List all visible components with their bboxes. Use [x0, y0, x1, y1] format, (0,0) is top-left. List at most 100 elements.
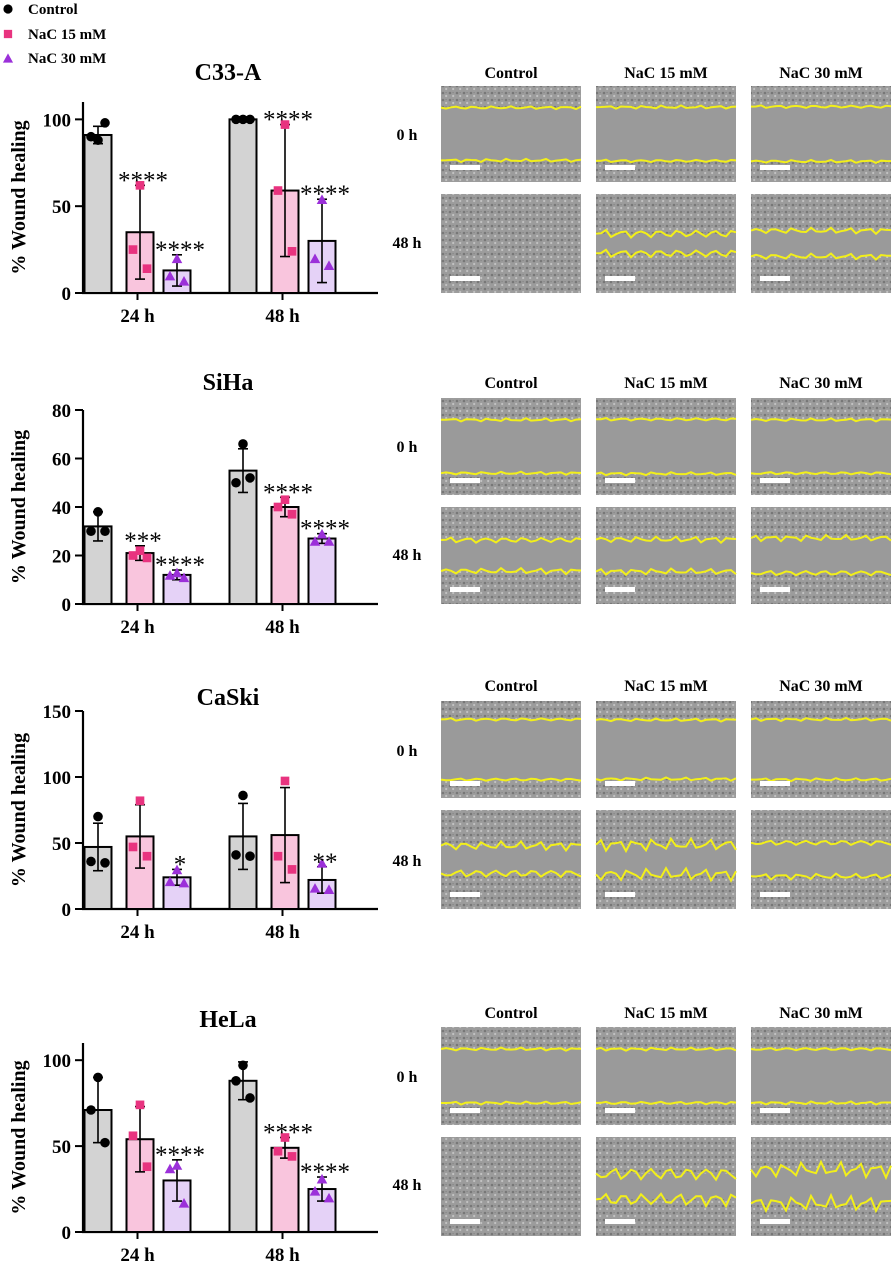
data-point — [245, 114, 255, 125]
bar — [228, 118, 258, 295]
data-point — [273, 1146, 283, 1156]
microscopy-image — [595, 1027, 737, 1125]
wound-edge-line — [440, 105, 582, 111]
wound-edge-line — [750, 1047, 892, 1052]
data-point — [142, 264, 152, 274]
significance-label: * — [174, 851, 187, 878]
y-tick-label: 0 — [62, 900, 72, 921]
wound-edge-line — [595, 158, 737, 164]
wound-edge-line — [440, 1046, 582, 1052]
x-tick-label: 48 h — [265, 306, 300, 327]
data-point — [316, 1173, 328, 1184]
data-point — [273, 502, 283, 512]
wound-gap — [751, 106, 891, 162]
data-point — [128, 245, 138, 254]
y-axis-label: % Wound healing — [8, 120, 30, 274]
data-point — [164, 876, 176, 887]
wound-gap — [596, 1049, 736, 1103]
data-point — [309, 1185, 321, 1196]
microscopy-image — [750, 86, 892, 182]
legend-item-2: NaC 30 mM — [2, 51, 106, 67]
scale-bar — [605, 165, 635, 170]
x-tick-label: 48 h — [265, 922, 300, 943]
data-point — [309, 536, 321, 546]
data-point — [171, 253, 183, 264]
row-label: 0 h — [397, 743, 418, 760]
wound-edge-line — [750, 158, 892, 164]
y-tick-label: 100 — [43, 768, 72, 789]
data-point — [178, 1197, 190, 1208]
y-tick-label: 40 — [52, 498, 71, 519]
significance-label: ** — [313, 849, 338, 876]
data-point — [238, 114, 248, 125]
data-point — [93, 1072, 103, 1083]
column-header: NaC 15 mM — [624, 1005, 708, 1022]
wound-edge-line — [441, 1100, 582, 1106]
wound-edge-line — [440, 566, 582, 576]
wound-edge-line — [750, 716, 892, 723]
significance-label: **** — [118, 167, 168, 194]
scale-bar — [760, 165, 790, 170]
wound-edge-line — [750, 1192, 892, 1214]
data-point — [238, 790, 248, 801]
scale-bar — [760, 781, 790, 786]
scale-bar — [450, 165, 480, 170]
data-point — [323, 884, 335, 894]
data-point — [323, 1192, 335, 1203]
wound-edge-line — [440, 417, 582, 423]
chart-title: C33-A — [195, 60, 262, 86]
scale-bar — [450, 781, 480, 786]
data-point — [287, 865, 297, 874]
wound-edge-line — [750, 417, 892, 423]
wound-edge-line — [750, 1159, 892, 1181]
wound-edge-line — [595, 535, 737, 545]
microscopy-image — [750, 1137, 892, 1236]
scale-bar — [605, 892, 635, 897]
legend-label: NaC 30 mM — [28, 51, 106, 67]
row-label: 48 h — [393, 853, 422, 870]
data-point — [135, 1100, 145, 1110]
wound-gap — [441, 539, 581, 572]
data-point — [316, 528, 328, 539]
data-point — [86, 131, 96, 142]
microscopy-image — [595, 194, 737, 293]
scale-bar — [450, 587, 480, 592]
wound-edge-line — [595, 1046, 737, 1052]
data-point — [287, 247, 297, 256]
wound-edge-line — [750, 226, 892, 236]
legend-marker-triangle — [2, 53, 14, 63]
microscopy-image — [441, 194, 581, 293]
wound-edge-line — [595, 248, 737, 259]
scale-bar — [450, 478, 480, 483]
data-point — [178, 877, 190, 888]
microscopy-image — [440, 507, 582, 604]
microscopy-image — [595, 701, 737, 798]
wound-gap — [441, 1049, 581, 1103]
wound-gap — [596, 419, 736, 474]
chart-hela: HeLa % Wound healing 0 50 100 24 h 48 h **** ***… — [8, 1007, 378, 1262]
wound-edge-line — [595, 1192, 737, 1209]
column-header: NaC 30 mM — [779, 678, 863, 695]
microscopy-image — [750, 810, 892, 909]
significance-label: **** — [155, 237, 205, 264]
microscopy-image — [750, 1027, 892, 1125]
wound-edge-line — [750, 471, 892, 476]
scale-bar — [760, 276, 790, 281]
chart-title: CaSki — [197, 685, 260, 711]
data-point — [142, 1162, 152, 1172]
row-label: 0 h — [397, 439, 418, 456]
data-point — [100, 526, 110, 537]
significance-label: **** — [300, 1159, 350, 1186]
microscopy-image — [595, 1137, 737, 1236]
wound-gap — [441, 845, 581, 874]
column-header: NaC 30 mM — [779, 1005, 863, 1022]
data-point — [245, 851, 255, 861]
data-point — [316, 194, 328, 205]
data-point — [316, 858, 328, 868]
image-group-caski: Control NaC 15 mM NaC 30 mM 0 h 48 h — [393, 678, 892, 909]
data-point — [273, 851, 283, 861]
significance-label: **** — [263, 107, 313, 134]
